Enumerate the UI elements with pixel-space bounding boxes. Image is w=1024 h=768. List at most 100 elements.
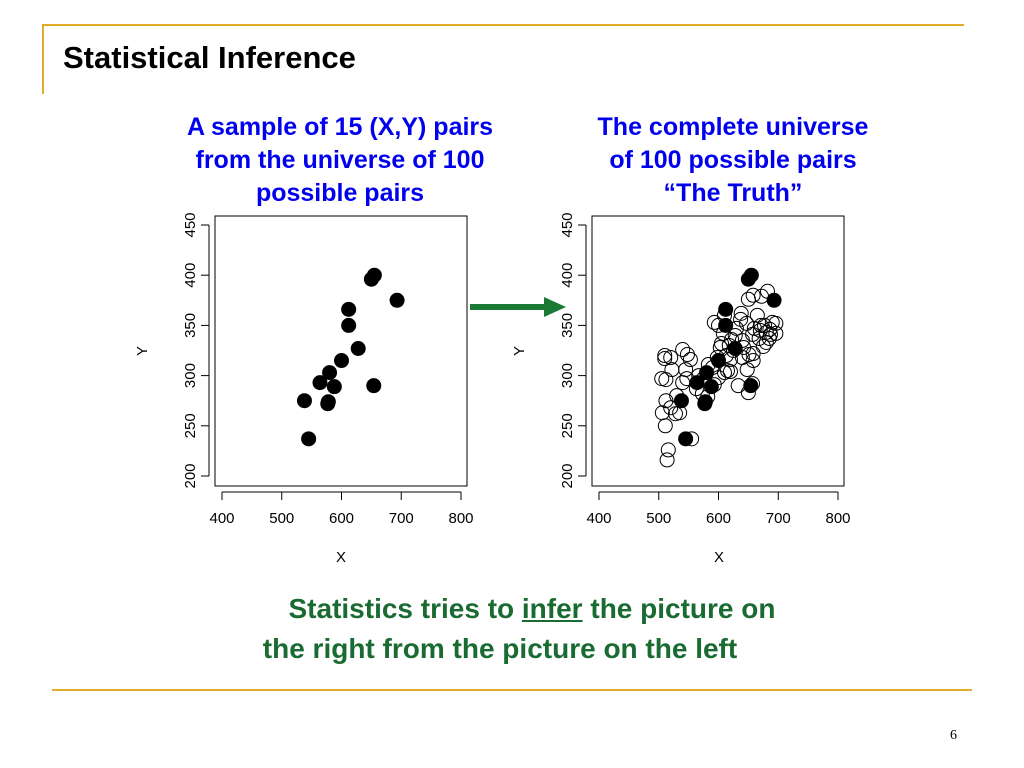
universe-point [733, 311, 749, 327]
sample-point [334, 353, 349, 369]
universe-point [700, 389, 716, 405]
universe-point [727, 327, 743, 343]
left-caption-line: from the universe of 100 [195, 146, 485, 174]
sample-point [697, 394, 713, 410]
universe-point [722, 364, 738, 380]
right-caption-line: The complete universe [597, 113, 869, 141]
sample-point [743, 267, 759, 283]
universe-point [725, 343, 741, 358]
sample-point [296, 393, 312, 409]
y-tick-label: 450 [559, 212, 576, 237]
universe-point [746, 320, 762, 336]
universe-point [730, 378, 746, 394]
sample-point [711, 353, 726, 369]
universe-point [669, 388, 685, 404]
universe-point [679, 347, 695, 363]
message-line-2: the right from the picture on the left [262, 633, 738, 664]
universe-point [740, 385, 756, 401]
sample-point [718, 317, 734, 333]
universe-point [654, 405, 670, 421]
x-tick-label: 800 [448, 510, 473, 527]
universe-point [759, 283, 775, 299]
universe-point [736, 339, 752, 355]
takeaway-message: Statistics tries to infer the picture on… [150, 589, 890, 669]
universe-point [764, 314, 780, 330]
universe-point [752, 322, 768, 338]
sample-point [350, 340, 366, 356]
universe-point [718, 348, 734, 364]
sample-point [703, 379, 719, 395]
universe-point [745, 326, 761, 342]
sample-point [678, 431, 694, 447]
sample-point [718, 301, 734, 317]
x-tick-label: 500 [646, 510, 671, 527]
universe-point [753, 317, 769, 333]
universe-point [663, 350, 679, 366]
left-caption-line: A sample of 15 (X,Y) pairs [186, 113, 494, 141]
sample-point [366, 378, 382, 394]
universe-point [734, 332, 750, 348]
message-text: the picture on [582, 593, 776, 624]
sample-point [689, 375, 705, 391]
universe-point [724, 331, 740, 347]
sample-point [322, 365, 338, 381]
universe-point [745, 287, 761, 303]
universe-point [675, 341, 691, 357]
universe-point [741, 347, 757, 363]
x-tick-label: 700 [389, 510, 414, 527]
sample-point [766, 292, 782, 308]
y-tick-label: 250 [559, 413, 576, 438]
arrow-right-icon [470, 297, 566, 317]
sample-point [673, 393, 689, 409]
x-tick-label: 600 [329, 510, 354, 527]
sample-point [363, 271, 379, 287]
y-tick-label: 400 [559, 263, 576, 288]
universe-point [688, 381, 704, 397]
x-tick-label: 600 [706, 510, 731, 527]
plot-frame [214, 215, 468, 487]
universe-point [694, 386, 710, 402]
universe-point [758, 334, 774, 350]
universe-point [734, 350, 750, 366]
universe-point [675, 375, 691, 391]
universe-point [721, 337, 737, 353]
universe-point [657, 351, 673, 367]
universe-point [749, 307, 765, 323]
universe-point [745, 353, 761, 369]
universe-point [706, 377, 722, 393]
sample-point [366, 267, 382, 283]
y-tick-label: 450 [182, 212, 199, 237]
y-tick-label: 400 [182, 263, 199, 288]
sample-point [341, 301, 357, 317]
universe-point [709, 350, 725, 366]
universe-point [696, 371, 712, 387]
universe-point [739, 362, 755, 378]
universe-point [751, 330, 767, 346]
x-tick-label: 800 [825, 510, 850, 527]
universe-point [715, 325, 731, 341]
universe-point [658, 393, 674, 409]
universe-point [722, 352, 738, 368]
universe-point [663, 400, 679, 416]
universe-point [768, 315, 784, 331]
universe-point [716, 307, 732, 323]
message-text: Statistics tries to [288, 593, 522, 624]
universe-point [713, 335, 729, 351]
universe-point [745, 376, 761, 392]
universe-point [728, 320, 744, 336]
x-tick-label: 400 [209, 510, 234, 527]
universe-point [679, 371, 695, 387]
universe-point [739, 315, 755, 331]
sample-point [320, 396, 336, 412]
universe-point [768, 325, 784, 341]
universe-point [711, 370, 726, 386]
sample-point [312, 375, 328, 391]
y-tick-label: 200 [182, 463, 199, 488]
y-tick-label: 300 [182, 363, 199, 388]
right-plot-caption: The complete universe of 100 possible pa… [533, 111, 933, 210]
universe-point [678, 362, 694, 378]
x-tick-label: 700 [766, 510, 791, 527]
universe-point [659, 452, 675, 468]
x-axis-label: X [336, 549, 346, 566]
sample-point [740, 271, 756, 287]
